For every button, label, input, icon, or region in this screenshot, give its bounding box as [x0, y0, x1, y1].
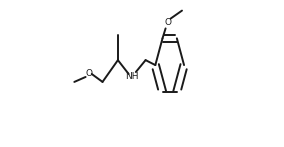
- Text: O: O: [164, 18, 171, 27]
- Text: O: O: [85, 69, 92, 77]
- Text: NH: NH: [125, 72, 139, 81]
